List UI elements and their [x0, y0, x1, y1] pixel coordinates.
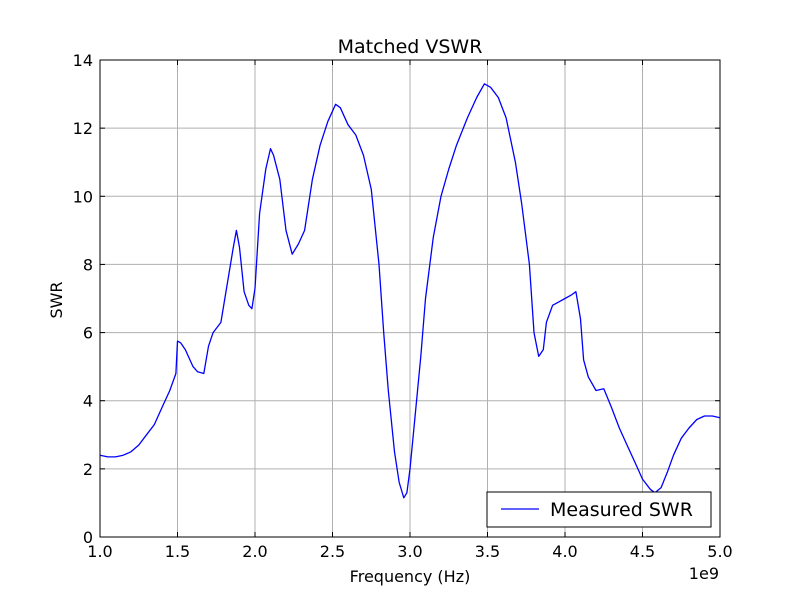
x-tick-label: 5.0 [707, 542, 732, 561]
y-tick-label: 4 [83, 392, 93, 411]
x-tick-label: 3.5 [475, 542, 500, 561]
y-tick-label: 12 [73, 119, 93, 138]
x-tick-label: 1.5 [165, 542, 190, 561]
x-axis-offset-label: 1e9 [689, 564, 719, 583]
x-tick-label: 4.0 [552, 542, 577, 561]
x-tick-labels: 1.0 1.5 2.0 2.5 3.0 3.5 4.0 4.5 5.0 [87, 542, 732, 561]
y-tick-label: 6 [83, 324, 93, 343]
y-axis-title: SWR [47, 281, 66, 318]
y-tick-label: 14 [73, 51, 93, 70]
x-tick-label: 3.0 [397, 542, 422, 561]
y-tick-label: 8 [83, 255, 93, 274]
x-tick-label: 2.5 [320, 542, 345, 561]
chart-title: Matched VSWR [338, 36, 483, 58]
x-tick-label: 1.0 [87, 542, 112, 561]
legend: Measured SWR [486, 491, 712, 528]
legend-label-measured-swr: Measured SWR [550, 499, 693, 521]
plot-frame [99, 59, 721, 538]
y-tick-label: 2 [83, 460, 93, 479]
series-line-measured-swr [99, 83, 721, 499]
y-tick-label: 10 [73, 187, 93, 206]
x-tick-label: 4.5 [630, 542, 655, 561]
y-tick-label: 0 [83, 528, 93, 547]
y-tick-labels: 0 2 4 6 8 10 12 14 [73, 51, 93, 547]
x-tick-label: 2.0 [242, 542, 267, 561]
x-axis-title: Frequency (Hz) [350, 567, 471, 586]
